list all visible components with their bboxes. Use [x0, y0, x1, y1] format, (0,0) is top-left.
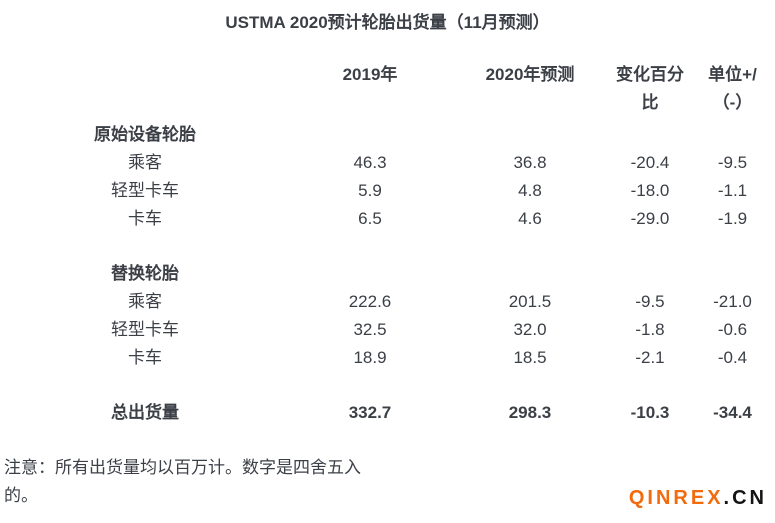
value-unit: -0.6 [717, 320, 748, 339]
value-2019: 32.5 [353, 320, 387, 339]
value-pct: -2.1 [635, 348, 665, 367]
row-label: 乘客 [128, 292, 162, 311]
header-pct-change: 变化百分 比 [616, 65, 684, 112]
header-category [0, 61, 290, 121]
value-pct: -18.0 [630, 181, 670, 200]
table-header-row: 2019年 2020年预测 变化百分 比 单位+/ （-） [0, 61, 775, 121]
qinrex-logo-tld: .CN [723, 487, 767, 509]
value-unit: -0.4 [717, 348, 748, 367]
total-2020: 298.3 [508, 403, 552, 422]
table-row: 卡车 6.5 4.6 -29.0 -1.9 [0, 205, 775, 233]
table-row: 卡车 18.9 18.5 -2.1 -0.4 [0, 344, 775, 372]
value-2019: 46.3 [353, 153, 387, 172]
value-pct: -9.5 [635, 292, 665, 311]
row-label: 乘客 [128, 153, 162, 172]
section-label: 原始设备轮胎 [94, 125, 196, 144]
row-label: 卡车 [128, 209, 162, 228]
value-unit: -21.0 [713, 292, 752, 311]
value-2019: 222.6 [348, 292, 392, 311]
shipments-table: 2019年 2020年预测 变化百分 比 单位+/ （-） 原始设备轮胎 乘客 … [0, 61, 775, 427]
section-label: 替换轮胎 [111, 264, 179, 283]
table-row: 轻型卡车 5.9 4.8 -18.0 -1.1 [0, 177, 775, 205]
value-unit: -1.1 [717, 181, 748, 200]
table-row: 乘客 222.6 201.5 -9.5 -21.0 [0, 288, 775, 316]
header-unit-change: 单位+/ （-） [708, 65, 757, 112]
row-label: 卡车 [128, 348, 162, 367]
row-label: 轻型卡车 [111, 320, 179, 339]
total-row: 总出货量 332.7 298.3 -10.3 -34.4 [0, 399, 775, 427]
row-label: 轻型卡车 [111, 181, 179, 200]
value-2020: 4.8 [518, 181, 542, 200]
total-2019: 332.7 [348, 403, 392, 422]
value-2020: 4.6 [518, 209, 542, 228]
total-label: 总出货量 [111, 403, 179, 422]
table-row: 乘客 46.3 36.8 -20.4 -9.5 [0, 149, 775, 177]
value-unit: -1.9 [717, 209, 748, 228]
value-2019: 6.5 [358, 209, 382, 228]
footnote: 注意：所有出货量均以百万计。数字是四舍五入 的。 [4, 458, 361, 505]
page-title: USTMA 2020预计轮胎出货量（11月预测） [225, 13, 550, 32]
section-row-replacement-tires: 替换轮胎 [0, 260, 775, 288]
value-2020: 201.5 [508, 292, 552, 311]
spacer-row [0, 372, 775, 399]
qinrex-logo: QINREX.CN [629, 487, 767, 510]
value-2020: 32.0 [513, 320, 547, 339]
qinrex-logo-brand: QINREX [628, 487, 724, 509]
total-pct: -10.3 [630, 403, 670, 422]
value-2020: 18.5 [513, 348, 547, 367]
value-pct: -29.0 [630, 209, 670, 228]
spacer-row [0, 233, 775, 260]
header-2020-forecast: 2020年预测 [485, 65, 575, 84]
value-pct: -20.4 [630, 153, 670, 172]
value-2019: 5.9 [358, 181, 382, 200]
value-unit: -9.5 [717, 153, 748, 172]
table-row: 轻型卡车 32.5 32.0 -1.8 -0.6 [0, 316, 775, 344]
header-2019: 2019年 [342, 65, 398, 84]
total-unit: -34.4 [713, 403, 752, 422]
value-pct: -1.8 [635, 320, 665, 339]
section-row-oe-tires: 原始设备轮胎 [0, 121, 775, 149]
value-2019: 18.9 [353, 348, 387, 367]
value-2020: 36.8 [513, 153, 547, 172]
